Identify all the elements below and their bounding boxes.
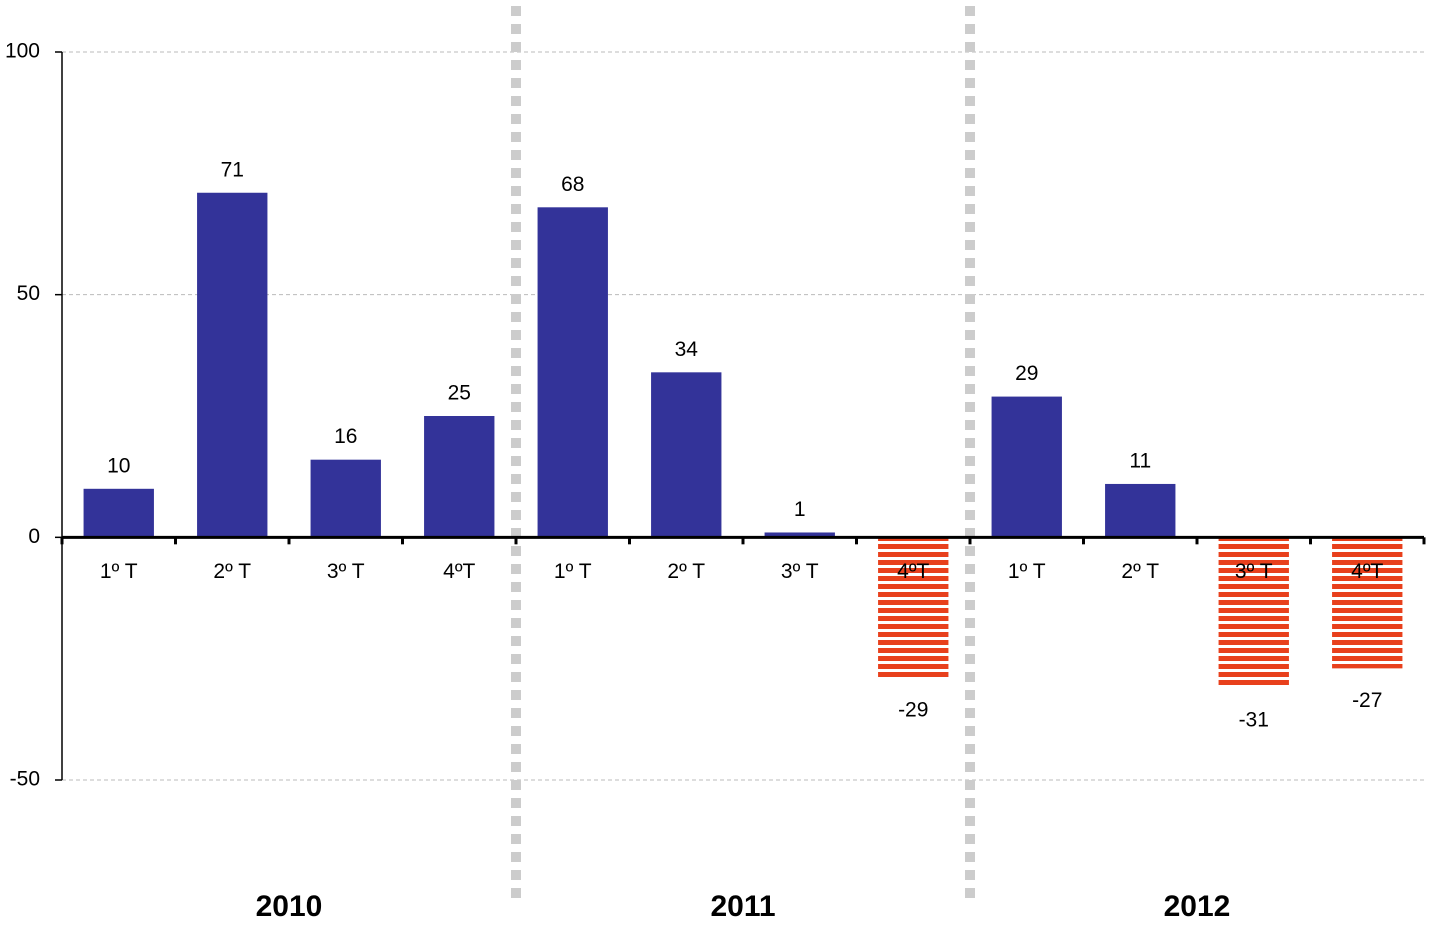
x-tick-label: 2º T — [1121, 560, 1159, 583]
value-label: 11 — [1129, 449, 1151, 472]
bar — [878, 537, 949, 679]
value-label: 68 — [561, 173, 584, 196]
bar — [651, 372, 722, 538]
x-tick-label: 2º T — [213, 560, 251, 583]
value-label: -31 — [1239, 708, 1269, 731]
x-tick-label: 1º T — [1008, 560, 1046, 583]
value-label: -27 — [1352, 689, 1382, 712]
y-tick-label: -50 — [10, 768, 40, 791]
x-tick-label: 1º T — [100, 560, 138, 583]
value-label: 16 — [334, 425, 357, 448]
bar — [197, 192, 268, 538]
x-tick-label: 4ºT — [897, 560, 929, 583]
x-tick-label: 3º T — [781, 560, 819, 583]
bar — [764, 532, 835, 538]
bar — [1105, 483, 1176, 538]
bar — [83, 488, 154, 538]
x-tick-label: 3º T — [327, 560, 365, 583]
bar — [424, 416, 495, 538]
x-tick-label: 1º T — [554, 560, 592, 583]
bar — [991, 396, 1062, 538]
value-label: 10 — [107, 454, 130, 477]
group-label: 2012 — [1164, 890, 1231, 923]
x-tick-label: 4ºT — [443, 560, 475, 583]
group-label: 2010 — [256, 890, 323, 923]
bar — [537, 207, 608, 538]
y-tick-label: 100 — [5, 40, 40, 63]
bar — [310, 459, 381, 538]
y-tick-label: 0 — [28, 525, 40, 548]
value-label: 71 — [221, 158, 244, 181]
x-tick-label: 2º T — [667, 560, 705, 583]
value-label: 1 — [794, 498, 806, 521]
value-label: 34 — [675, 338, 699, 361]
x-tick-label: 3º T — [1235, 560, 1273, 583]
x-tick-label: 4ºT — [1351, 560, 1383, 583]
value-label: 25 — [448, 382, 471, 405]
bar — [1332, 537, 1403, 669]
y-tick-label: 50 — [17, 282, 40, 305]
value-label: -29 — [898, 699, 928, 722]
bar — [1218, 537, 1289, 688]
group-label: 2011 — [710, 890, 775, 923]
value-label: 29 — [1015, 362, 1038, 385]
